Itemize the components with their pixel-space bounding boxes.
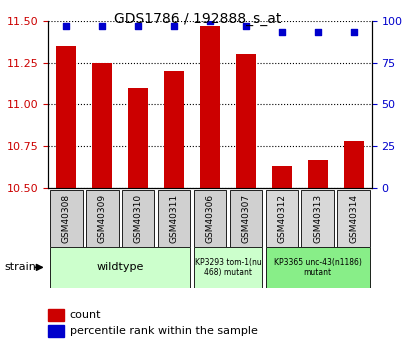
Bar xyxy=(92,62,112,188)
Text: percentile rank within the sample: percentile rank within the sample xyxy=(70,326,257,336)
Bar xyxy=(194,247,262,288)
Bar xyxy=(236,54,256,188)
Text: wildtype: wildtype xyxy=(97,263,144,272)
Bar xyxy=(47,325,64,337)
Text: strain: strain xyxy=(4,263,36,272)
Point xyxy=(243,23,249,29)
Bar xyxy=(122,190,155,247)
Bar xyxy=(230,190,262,247)
Text: count: count xyxy=(70,310,101,320)
Bar xyxy=(164,71,184,188)
Point xyxy=(278,30,285,35)
Text: GSM40312: GSM40312 xyxy=(277,194,286,243)
Bar xyxy=(50,247,190,288)
Bar xyxy=(265,190,298,247)
Text: GSM40306: GSM40306 xyxy=(205,194,215,243)
Point xyxy=(350,30,357,35)
Point xyxy=(207,18,213,23)
Bar xyxy=(272,166,292,188)
Bar xyxy=(302,190,334,247)
Point xyxy=(99,23,105,29)
Point xyxy=(63,23,70,29)
Bar xyxy=(47,309,64,321)
Bar xyxy=(194,190,226,247)
Bar xyxy=(158,190,190,247)
Text: KP3293 tom-1(nu
468) mutant: KP3293 tom-1(nu 468) mutant xyxy=(194,258,261,277)
Text: GSM40307: GSM40307 xyxy=(241,194,250,243)
Text: KP3365 unc-43(n1186)
mutant: KP3365 unc-43(n1186) mutant xyxy=(274,258,362,277)
Bar xyxy=(308,160,328,188)
Bar xyxy=(344,141,364,188)
Bar xyxy=(337,190,370,247)
Text: GDS1786 / 192888_s_at: GDS1786 / 192888_s_at xyxy=(114,12,281,26)
Text: GSM40308: GSM40308 xyxy=(62,194,71,243)
Point xyxy=(171,23,177,29)
Text: GSM40310: GSM40310 xyxy=(134,194,143,243)
Bar xyxy=(200,26,220,188)
Bar xyxy=(50,190,83,247)
Bar xyxy=(128,88,148,188)
Bar xyxy=(86,190,118,247)
Point xyxy=(315,30,321,35)
Bar xyxy=(265,247,370,288)
Text: GSM40311: GSM40311 xyxy=(170,194,178,243)
Text: GSM40313: GSM40313 xyxy=(313,194,322,243)
Point xyxy=(135,23,142,29)
Text: GSM40309: GSM40309 xyxy=(98,194,107,243)
Text: GSM40314: GSM40314 xyxy=(349,194,358,243)
Bar xyxy=(56,46,76,188)
